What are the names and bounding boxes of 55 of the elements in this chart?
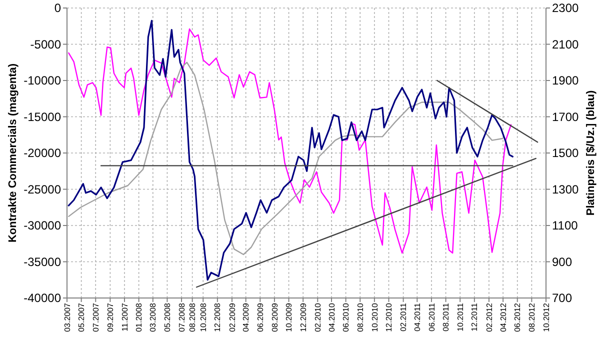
x-tick-label: 08.2008 [188,302,198,332]
y-axis-title: Kontrakte Commercials (magenta) [6,63,19,243]
y-tick-label: -25000 [24,182,62,196]
x-tick-label: 03.2008 [148,302,158,332]
x-tick-label: 10.2009 [284,302,294,332]
x-tick-label: 02.2011 [399,302,408,332]
y-tick-label: -30000 [24,218,62,233]
x-tick-label: 05.2007 [77,302,86,332]
x-tick-label: 04.2009 [242,302,251,332]
x-tick-label: 12.2008 [213,302,222,332]
x-tick-label: 06.2009 [256,302,265,332]
x-tick-label: 11.2007 [120,302,130,332]
x-tick-label: 08.2011 [442,302,451,332]
x-tick-label: 04.2010 [327,302,336,332]
x-tick-label: 01.2008 [134,302,144,332]
x-tick-label: 08.2010 [356,302,365,332]
y2-axis-title: Platinpreis [$/Uz.] (blau) [584,90,597,216]
y-tick-label: -35000 [24,254,62,269]
y-tick-label: -10000 [24,74,62,88]
x-tick-label: 05.2008 [163,302,172,332]
y2-tick-label: 1100 [552,218,578,233]
y-tick-label: -20000 [24,146,62,160]
x-tick-label: 10.2010 [370,302,380,332]
y2-tick-label: 1500 [552,146,580,160]
y2-tick-label: 2100 [552,37,580,52]
x-tick-label: 09.2007 [106,302,115,332]
y-tick-label: 0 [54,1,62,16]
x-tick-label: 06.2012 [513,302,522,332]
x-tick-label: 02.2010 [313,302,322,332]
y-tick-label: -15000 [24,110,62,124]
y2-tick-label: 900 [552,254,572,269]
x-tick-label: 12.2010 [384,302,394,332]
x-tick-label: 08.2012 [527,302,536,332]
x-tick-label: 06.2010 [342,302,351,332]
x-tick-label: 10.2011 [456,302,465,332]
x-tick-label: 03.2007 [62,302,72,332]
x-tick-label: 04.2012 [498,302,508,332]
y2-tick-label: 2300 [552,1,580,16]
y-tick-label: -5000 [30,37,62,52]
x-tick-label: 04.2011 [412,302,422,332]
x-tick-label: 02.2009 [228,302,237,332]
y2-tick-label: 1300 [552,182,580,196]
x-tick-label: 07.2008 [177,302,186,332]
y2-tick-label: 1700 [552,110,580,124]
x-tick-label: 08.2009 [270,302,280,332]
y2-tick-label: 1900 [552,74,580,88]
y-tick-label: -40000 [24,291,62,306]
x-tick-label: 02.2012 [484,302,494,332]
y2-tick-label: 700 [552,291,572,306]
x-tick-label: 07.2007 [91,302,100,332]
x-tick-label: 06.2011 [427,302,436,332]
x-tick-label: 10.2008 [198,302,208,332]
x-tick-label: 10.2012 [542,302,551,332]
x-tick-label: 12.2009 [298,302,308,332]
x-tick-label: 12.2011 [470,302,480,332]
